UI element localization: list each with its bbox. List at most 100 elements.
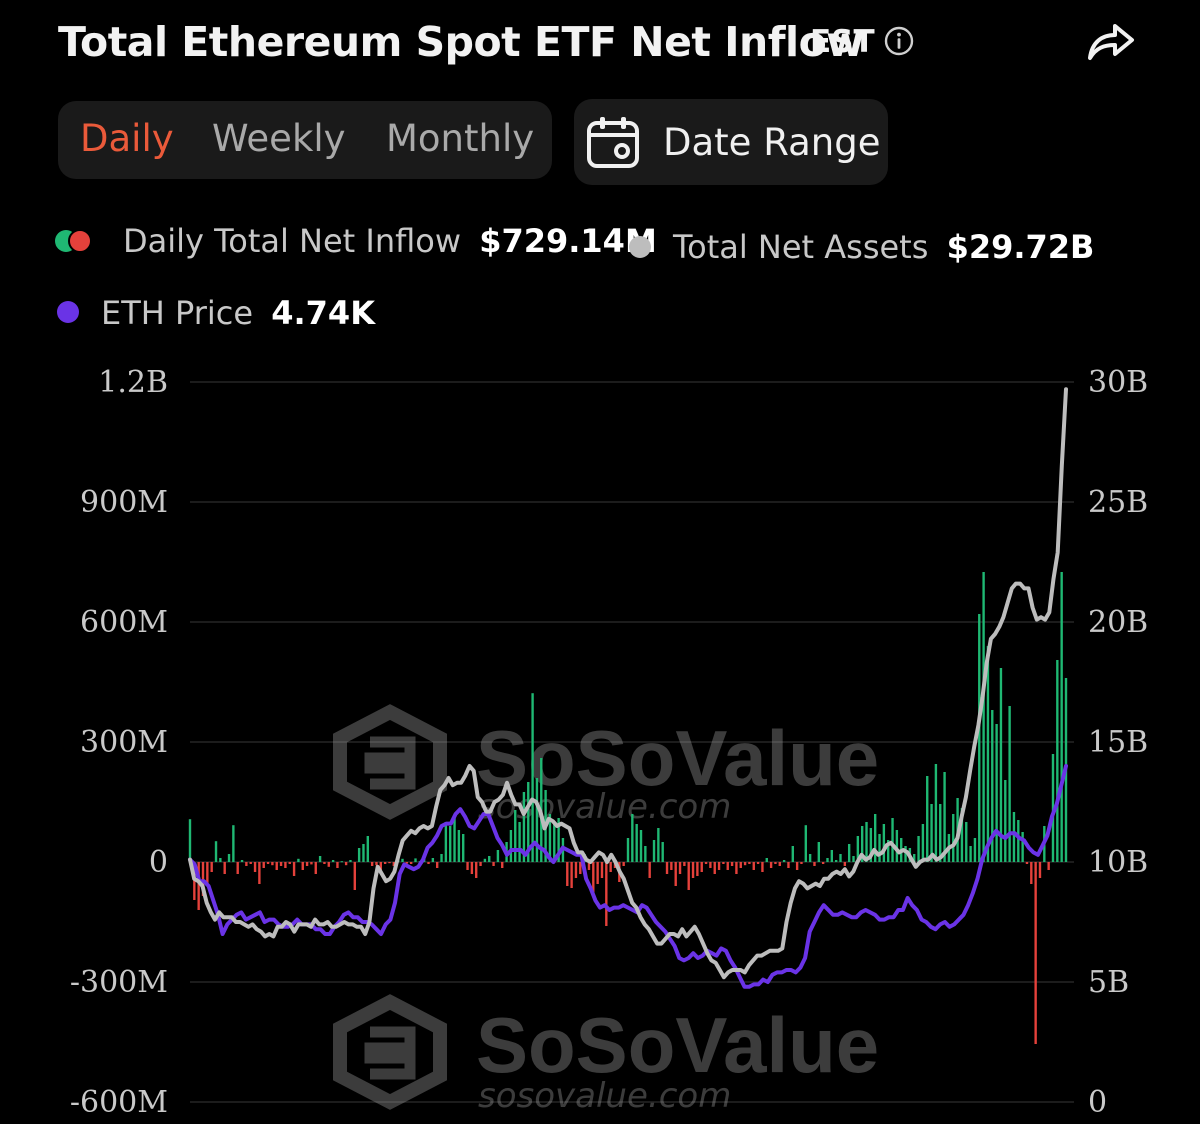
inflow-bar: [232, 825, 235, 862]
inflow-bar: [774, 862, 777, 864]
inflow-bar: [357, 848, 361, 862]
inflow-bar: [952, 814, 955, 862]
info-icon[interactable]: [884, 26, 914, 56]
inflow-bar: [566, 862, 569, 886]
inflow-bar: [678, 862, 682, 874]
inflow-bar: [475, 862, 478, 878]
inflow-bar: [735, 862, 738, 874]
inflow-bar: [488, 856, 491, 862]
left-tick-label: 0: [149, 845, 168, 880]
assets-legend-value: $29.72B: [946, 228, 1095, 266]
watermark-url-2: sosovalue.com: [478, 1076, 731, 1116]
inflow-bar: [904, 846, 907, 862]
inflow-bar: [496, 850, 500, 862]
assets-legend-label: Total Net Assets: [673, 228, 929, 266]
left-tick-label: -300M: [70, 965, 168, 1000]
inflow-bar: [995, 724, 998, 862]
inflow-bar: [821, 862, 825, 864]
inflow-bar: [1025, 862, 1029, 864]
inflow-bar: [921, 824, 925, 862]
inflow-bar: [834, 860, 838, 862]
inflow-bar: [245, 862, 248, 866]
inflow-bar: [926, 776, 929, 862]
price-legend-value: 4.74K: [271, 294, 375, 332]
inflow-bar: [483, 858, 487, 862]
inflow-bar: [652, 840, 656, 862]
inflow-bar: [986, 646, 990, 862]
series-lines: [188, 387, 1068, 989]
inflow-bar: [934, 764, 938, 862]
inflow-bar: [292, 862, 296, 876]
tab-daily[interactable]: Daily: [80, 117, 174, 160]
inflow-bar: [674, 862, 677, 886]
inflow-bar: [756, 862, 760, 864]
inflow-bar: [839, 854, 842, 862]
inflow-bar: [769, 862, 773, 868]
inflow-bar: [1038, 862, 1042, 878]
inflow-bar: [349, 860, 352, 862]
inflow-bar: [739, 862, 742, 868]
inflow-bar: [449, 826, 452, 862]
tab-monthly[interactable]: Monthly: [386, 117, 535, 160]
inflow-bar: [470, 862, 474, 874]
inflow-bar: [362, 844, 365, 862]
tab-weekly[interactable]: Weekly: [212, 117, 346, 160]
inflow-bar: [1060, 572, 1063, 862]
inflow-bar: [778, 862, 781, 866]
inflow-bar: [683, 862, 686, 866]
inflow-bar: [717, 862, 721, 870]
inflow-bar: [791, 846, 794, 862]
inflow-bar: [856, 836, 860, 862]
inflow-bar: [262, 862, 265, 868]
inflow-bar: [492, 862, 495, 866]
inflow-bar: [808, 854, 812, 862]
inflow-bar: [826, 858, 829, 862]
inflow-bar: [943, 772, 946, 862]
inflow-bar: [383, 862, 387, 864]
inflow-bar: [847, 844, 851, 862]
date-range-button[interactable]: Date Range: [574, 99, 888, 185]
inflow-bar: [271, 862, 274, 866]
total-net-assets-line: [188, 387, 1068, 980]
inflow-bar: [748, 862, 751, 864]
inflow-bar: [531, 693, 534, 862]
inflow-bar: [314, 862, 317, 874]
inflow-bar: [435, 862, 439, 868]
inflow-bar: [188, 819, 192, 862]
inflow-bar: [570, 862, 573, 888]
right-tick-label: 25B: [1088, 485, 1148, 520]
axis-ticks: 1.2B 30B 900M 25B 600M 20B 300M 15B 0 10B -300M 5B -…: [70, 365, 1148, 1120]
inflow-bar: [518, 822, 521, 862]
inflow-bar: [761, 862, 764, 872]
inflow-bar: [726, 862, 729, 870]
inflow-bar: [405, 862, 409, 864]
chart-title: Total Ethereum Spot ETF Net Inflow: [58, 18, 864, 66]
right-tick-label: 5B: [1088, 965, 1129, 1000]
assets-legend-dot: [629, 236, 651, 258]
inflow-bar: [206, 862, 209, 884]
inflow-bar: [210, 862, 213, 872]
inflow-bar: [501, 862, 504, 868]
inflow-bar: [635, 824, 638, 862]
inflow-legend: Daily Total Net Inflow $729.14M: [123, 222, 657, 260]
inflow-bar: [574, 862, 578, 878]
inflow-bar: [965, 822, 968, 862]
price-legend: ETH Price 4.74K: [101, 294, 375, 332]
inflow-bar: [860, 826, 864, 862]
inflow-bar: [891, 818, 894, 862]
share-icon[interactable]: [1084, 20, 1136, 64]
inflow-bar: [253, 862, 257, 872]
inflow-bar: [670, 862, 673, 870]
timezone-label[interactable]: EST: [810, 24, 875, 60]
inflow-bar: [873, 814, 877, 862]
inflow-bar: [1047, 862, 1050, 870]
inflow-bar: [344, 862, 348, 866]
inflow-bar: [431, 858, 435, 862]
inflow-bar: [379, 862, 383, 872]
inflow-bar: [605, 862, 608, 926]
inflow-bar: [782, 860, 786, 862]
inflow-legend-icon: [55, 229, 92, 253]
right-tick-label: 15B: [1088, 725, 1148, 760]
inflow-bar: [830, 850, 834, 862]
inflow-bar: [930, 804, 933, 862]
